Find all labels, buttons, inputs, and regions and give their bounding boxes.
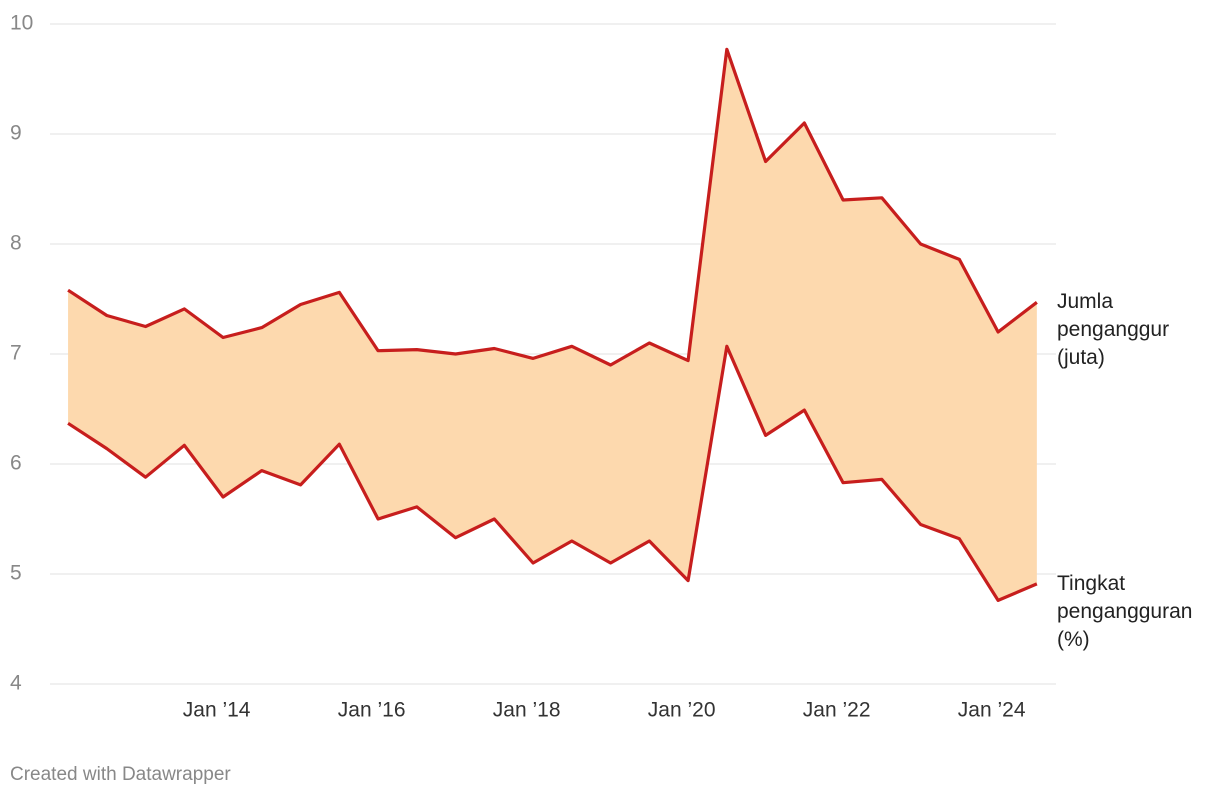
line	[67, 344, 1038, 603]
x-tick-label: Jan ’22	[803, 699, 871, 722]
y-tick-label: 8	[10, 232, 22, 255]
y-tick-label: 4	[10, 672, 22, 695]
credit: Created with Datawrapper	[10, 764, 231, 785]
series-label: Tingkat pengangguran (%)	[1057, 571, 1193, 651]
line	[67, 47, 1038, 367]
y-tick-label: 9	[10, 122, 22, 145]
x-tick-label: Jan ’14	[183, 699, 251, 722]
area-between	[68, 49, 1037, 601]
x-tick-label: Jan ’20	[648, 699, 716, 722]
x-tick-label: Jan ’18	[493, 699, 561, 722]
series-label: Jumla penganggur (juta)	[1057, 290, 1170, 370]
x-tick-label: Jan ’24	[958, 699, 1026, 722]
y-tick-label: 10	[10, 12, 33, 35]
y-tick-label: 6	[10, 452, 22, 475]
x-tick-label: Jan ’16	[338, 699, 406, 722]
y-tick-label: 7	[10, 342, 22, 365]
y-tick-label: 5	[10, 562, 22, 585]
